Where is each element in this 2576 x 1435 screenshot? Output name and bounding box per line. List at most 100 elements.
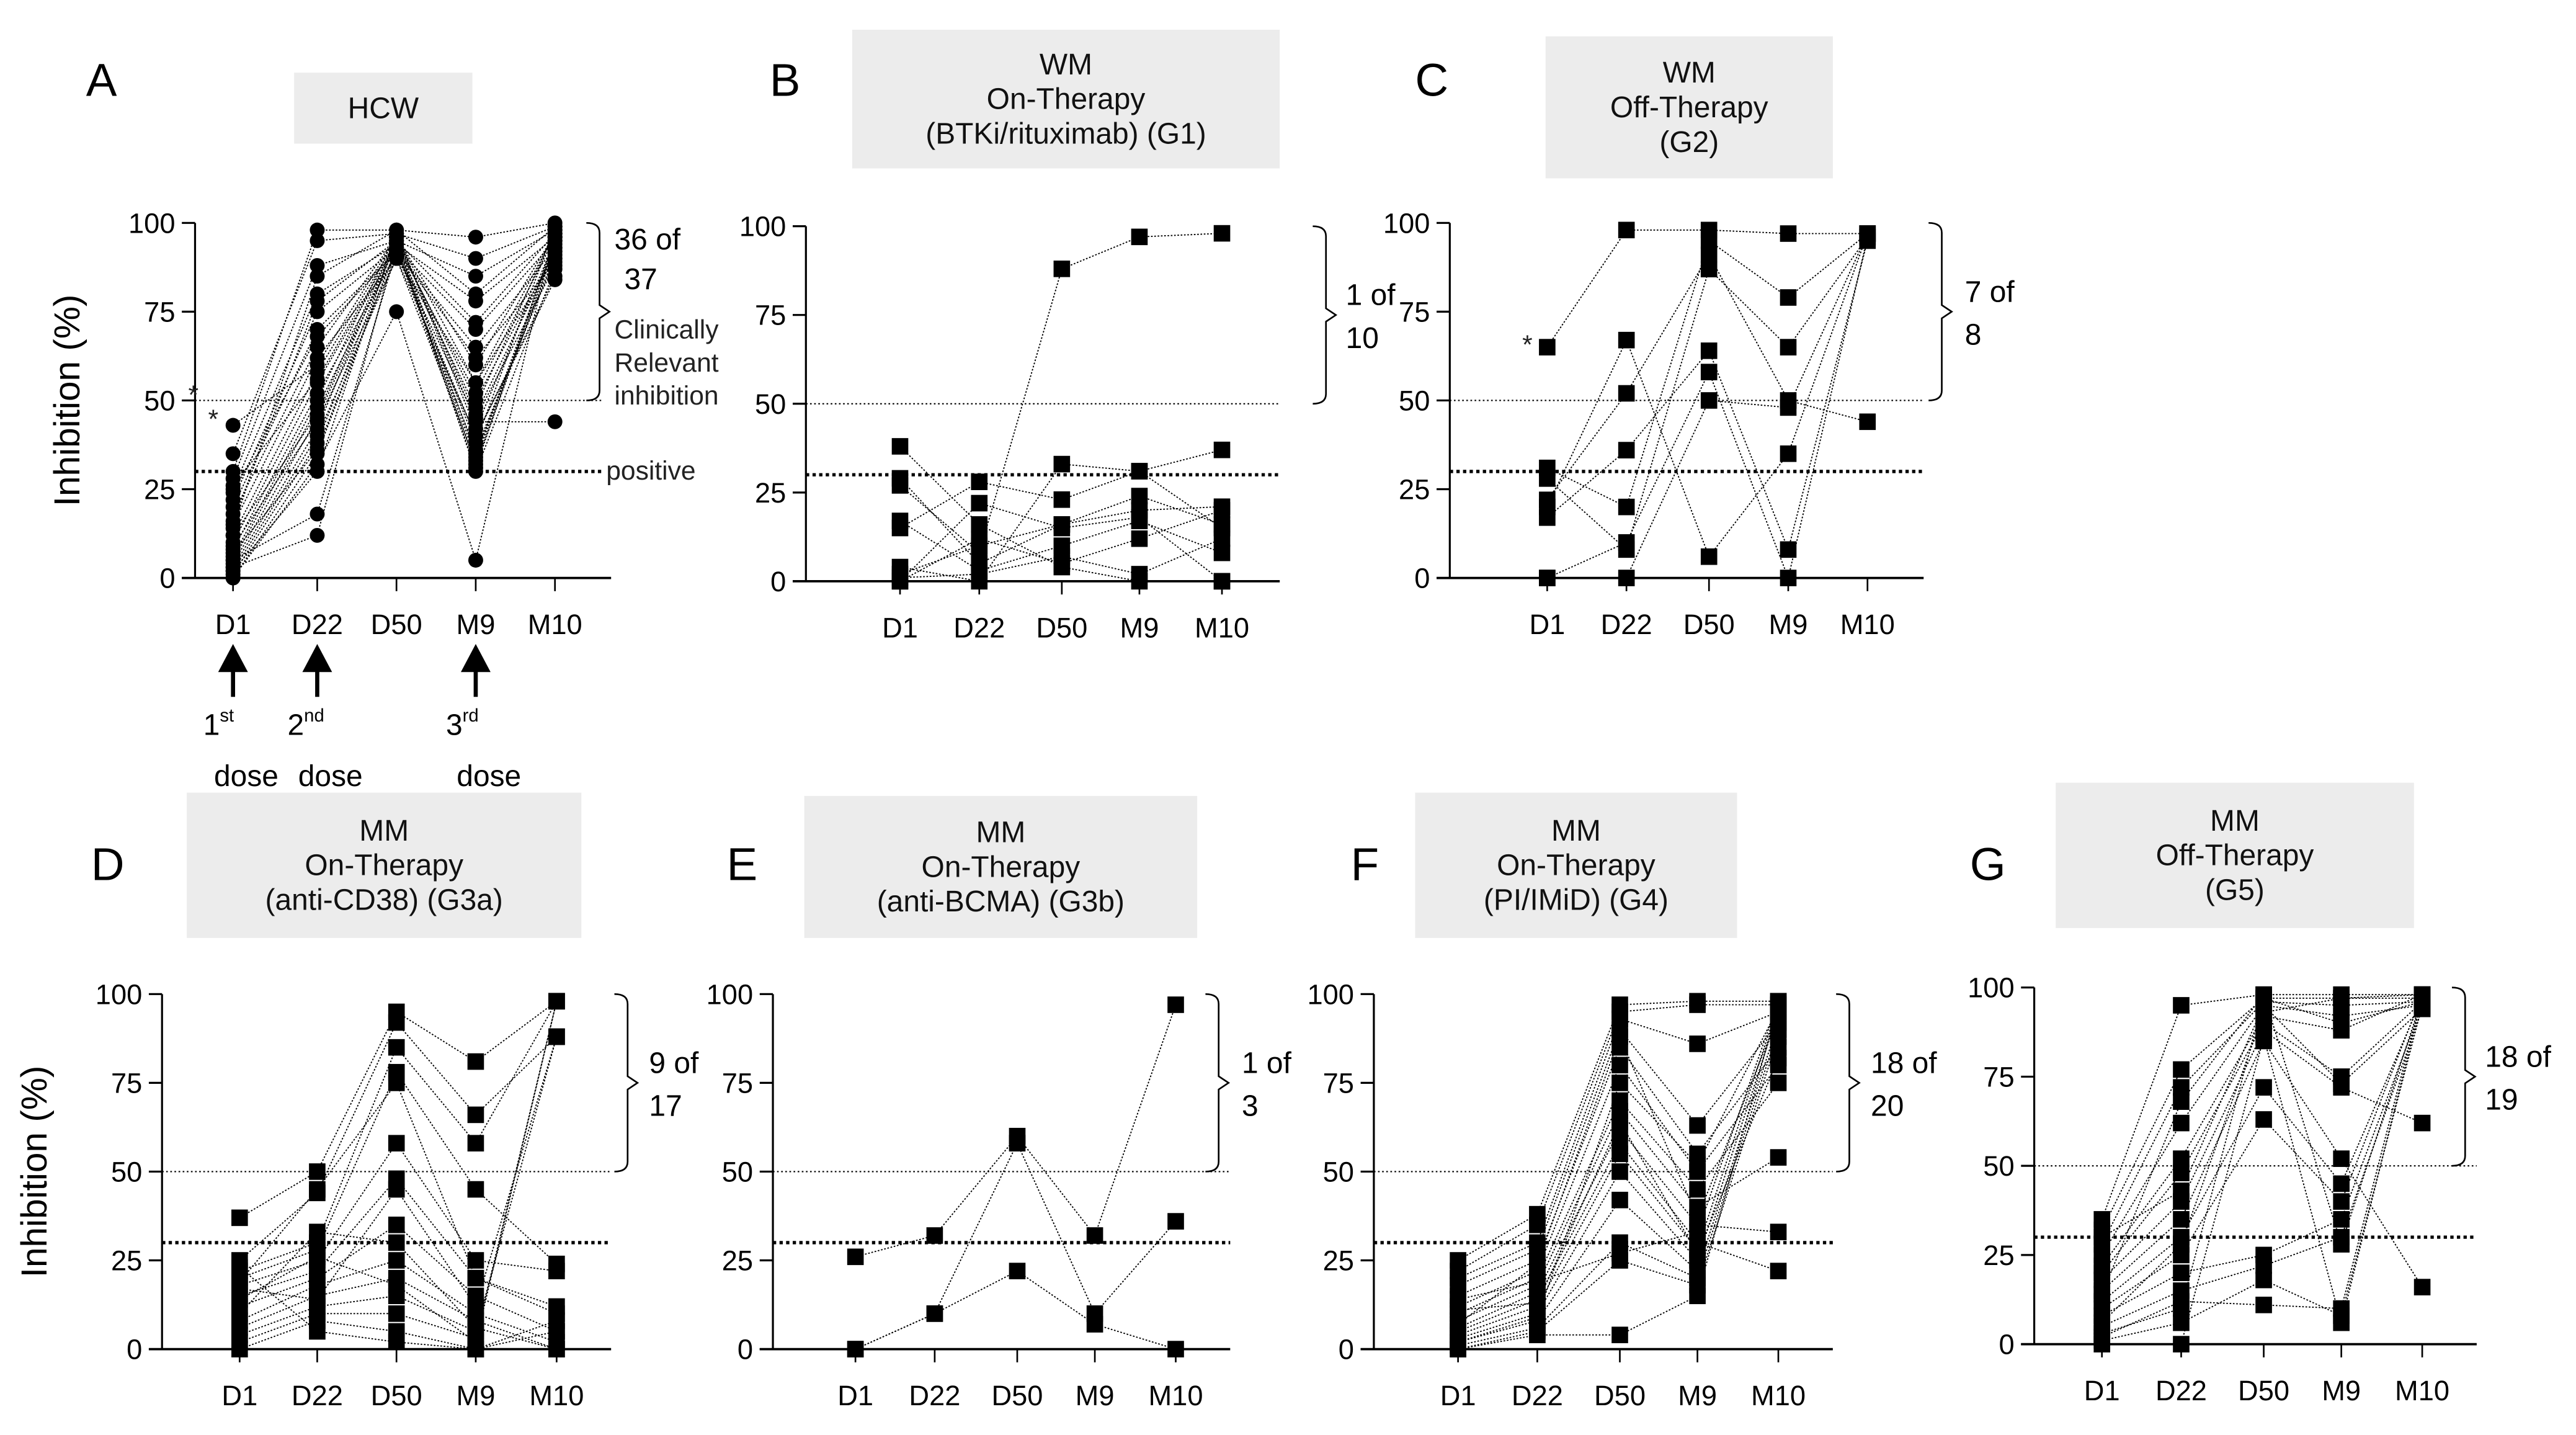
data-point: [1529, 1294, 1546, 1312]
panel-letter: D: [91, 839, 125, 890]
data-point: [388, 1039, 405, 1056]
subject-line: [899, 478, 1223, 565]
data-point: [1053, 261, 1071, 277]
bracket: [1313, 225, 1338, 405]
bracket-label: 36 of: [615, 223, 681, 256]
data-point: [1618, 331, 1635, 349]
data-point: [468, 350, 483, 365]
data-point: [2333, 1014, 2350, 1032]
data-point: [547, 272, 563, 287]
x-tick-label: M9: [457, 1380, 496, 1411]
panel-title-line: (G5): [2205, 874, 2265, 907]
subject-line: [239, 1259, 557, 1343]
data-point: [1450, 1316, 1466, 1333]
data-point: [310, 442, 325, 458]
data-point: [310, 329, 325, 344]
panel-title-line: On-Therapy: [305, 849, 463, 882]
y-tick-label: 50: [111, 1156, 142, 1187]
data-point: [2173, 1264, 2190, 1281]
y-tick-label: 50: [722, 1156, 753, 1187]
bracket-label: inhibition: [615, 381, 719, 411]
data-point: [2173, 1165, 2190, 1181]
y-tick-label: 50: [1323, 1156, 1354, 1187]
y-tick-label: 75: [1983, 1061, 2014, 1093]
data-point: [1131, 566, 1148, 583]
data-point: [1689, 1181, 1706, 1198]
bracket-label: 19: [2485, 1084, 2518, 1117]
data-point: [2333, 1193, 2350, 1210]
bracket-label: Clinically: [615, 315, 720, 345]
data-point: [2093, 1314, 2111, 1331]
data-point: [310, 414, 325, 429]
data-point: [547, 414, 563, 429]
data-point: [468, 552, 483, 568]
y-tick-label: 50: [1983, 1150, 2014, 1182]
data-point: [1689, 1156, 1706, 1173]
data-point: [309, 1291, 326, 1308]
data-point: [231, 1305, 248, 1322]
x-tick-label: D22: [1601, 609, 1652, 640]
y-tick-label: 100: [1968, 972, 2014, 1004]
bracket-label: 20: [1871, 1090, 1904, 1123]
data-point: [467, 1252, 484, 1269]
data-point: [548, 1298, 565, 1315]
data-point: [2333, 1150, 2350, 1167]
data-point: [1131, 488, 1148, 504]
data-point: [1529, 1273, 1546, 1290]
data-point: [1539, 339, 1556, 355]
data-point: [1053, 455, 1071, 473]
data-point: [2255, 1079, 2272, 1096]
data-point: [310, 463, 325, 479]
data-point: [310, 527, 325, 543]
data-point: [2333, 1211, 2350, 1228]
data-point: [388, 1014, 405, 1031]
data-point: [389, 251, 404, 266]
data-point: [1689, 1035, 1706, 1052]
x-tick-label: M9: [1120, 612, 1159, 643]
data-point: [309, 1223, 326, 1241]
asterisk-annotation: *: [208, 405, 218, 434]
data-point: [1859, 225, 1876, 242]
data-point: [468, 269, 483, 284]
subject-line: [239, 1036, 558, 1308]
data-point: [1700, 364, 1718, 380]
dose-arrow-icon: [460, 644, 491, 673]
asterisk-annotation: *: [1522, 330, 1533, 360]
panel-title-line: MM: [2210, 805, 2260, 838]
bracket: [2451, 986, 2477, 1167]
data-point: [2093, 1228, 2111, 1246]
data-point: [388, 1181, 405, 1198]
data-point: [1611, 1145, 1628, 1163]
subject-line: [1546, 236, 1868, 551]
data-point: [1450, 1333, 1466, 1351]
data-point: [1780, 339, 1797, 355]
dose-number-value: 3: [446, 709, 463, 741]
data-point: [2173, 1093, 2190, 1110]
data-point: [1780, 541, 1797, 558]
data-point: [547, 233, 563, 248]
data-point: [1131, 228, 1148, 246]
data-point: [310, 293, 325, 309]
x-tick-label: M10: [1149, 1380, 1203, 1411]
bracket: [586, 221, 611, 401]
subject-line: [239, 1142, 557, 1286]
bracket-label: 17: [649, 1090, 682, 1123]
y-tick-label: 50: [144, 385, 175, 416]
data-point: [548, 1263, 565, 1280]
panel-letter: B: [770, 54, 801, 105]
dose-number-suffix: rd: [463, 706, 479, 726]
bracket-label: 18 of: [2485, 1040, 2551, 1073]
data-point: [310, 506, 325, 522]
subject-line: [232, 230, 556, 543]
dose-word: dose: [457, 760, 521, 793]
x-tick-label: M10: [1195, 612, 1249, 643]
x-tick-label: M9: [1076, 1380, 1115, 1411]
panel-title-line: On-Therapy: [922, 851, 1081, 883]
y-tick-label: 75: [755, 300, 786, 331]
data-point: [547, 254, 563, 270]
data-point: [388, 1277, 405, 1294]
bracket: [614, 993, 640, 1173]
subject-line: [232, 249, 556, 561]
x-tick-label: D1: [1529, 609, 1565, 640]
x-tick-label: D22: [953, 612, 1005, 643]
